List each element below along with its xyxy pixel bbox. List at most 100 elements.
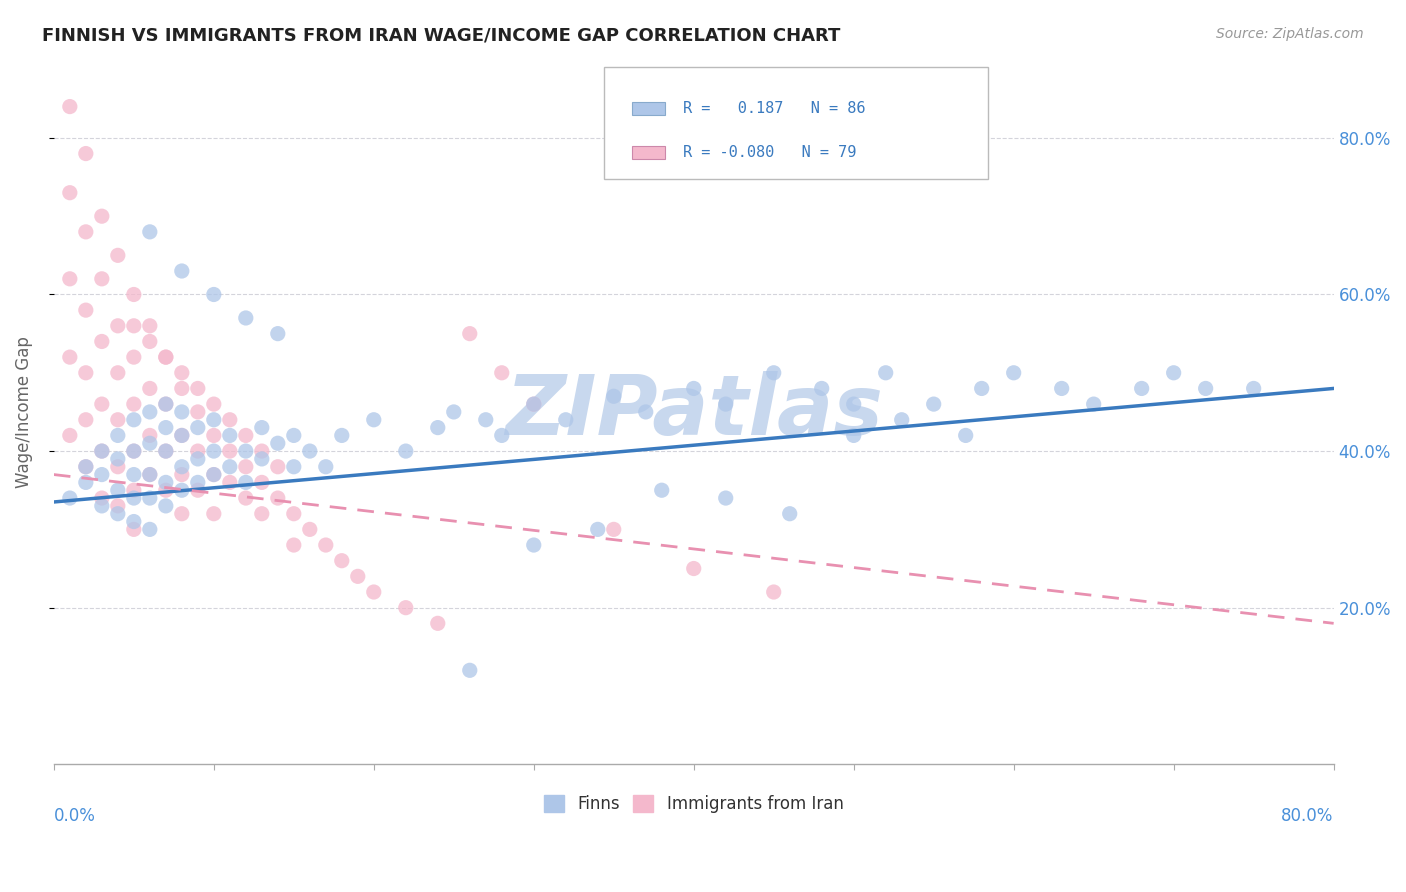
Point bbox=[603, 389, 626, 403]
Text: R =   0.187   N = 86: R = 0.187 N = 86 bbox=[683, 101, 866, 116]
Point bbox=[90, 209, 112, 223]
Point bbox=[330, 554, 353, 568]
Point bbox=[842, 397, 865, 411]
Point bbox=[267, 326, 290, 341]
Point bbox=[202, 444, 225, 458]
Point bbox=[810, 381, 832, 395]
Point bbox=[554, 413, 576, 427]
Point bbox=[139, 491, 162, 505]
Point bbox=[714, 397, 737, 411]
Point bbox=[75, 366, 97, 380]
Point bbox=[107, 366, 129, 380]
Point bbox=[267, 491, 290, 505]
Point bbox=[202, 507, 225, 521]
Point bbox=[187, 475, 209, 490]
Point bbox=[155, 499, 177, 513]
Point bbox=[875, 366, 897, 380]
Point bbox=[235, 491, 257, 505]
Point bbox=[75, 413, 97, 427]
Point bbox=[155, 444, 177, 458]
Point bbox=[443, 405, 465, 419]
Point bbox=[651, 483, 673, 498]
Text: R = -0.080   N = 79: R = -0.080 N = 79 bbox=[683, 145, 856, 161]
Point bbox=[170, 264, 193, 278]
Point bbox=[426, 420, 449, 434]
Point bbox=[1163, 366, 1185, 380]
Point bbox=[491, 366, 513, 380]
Point bbox=[107, 318, 129, 333]
Point bbox=[122, 444, 145, 458]
Point bbox=[218, 444, 240, 458]
Point bbox=[187, 483, 209, 498]
Point bbox=[155, 350, 177, 364]
Point bbox=[59, 428, 82, 442]
Point bbox=[187, 381, 209, 395]
Point bbox=[187, 444, 209, 458]
Point bbox=[75, 303, 97, 318]
Point bbox=[107, 499, 129, 513]
Point bbox=[122, 522, 145, 536]
Point bbox=[283, 428, 305, 442]
Point bbox=[298, 522, 321, 536]
Point bbox=[218, 413, 240, 427]
Point bbox=[107, 428, 129, 442]
Point bbox=[155, 475, 177, 490]
Point bbox=[139, 334, 162, 349]
Point bbox=[955, 428, 977, 442]
Point bbox=[122, 397, 145, 411]
Point bbox=[250, 475, 273, 490]
Point bbox=[187, 405, 209, 419]
Point bbox=[122, 491, 145, 505]
Point bbox=[202, 397, 225, 411]
Point bbox=[603, 522, 626, 536]
Point bbox=[122, 483, 145, 498]
Point bbox=[139, 467, 162, 482]
Point bbox=[779, 507, 801, 521]
FancyBboxPatch shape bbox=[605, 67, 988, 179]
Text: Source: ZipAtlas.com: Source: ZipAtlas.com bbox=[1216, 27, 1364, 41]
Point bbox=[90, 272, 112, 286]
Text: ZIPatlas: ZIPatlas bbox=[505, 371, 883, 452]
Point bbox=[395, 600, 418, 615]
Text: FINNISH VS IMMIGRANTS FROM IRAN WAGE/INCOME GAP CORRELATION CHART: FINNISH VS IMMIGRANTS FROM IRAN WAGE/INC… bbox=[42, 27, 841, 45]
Point bbox=[218, 475, 240, 490]
Point bbox=[315, 459, 337, 474]
Point bbox=[59, 99, 82, 113]
Point bbox=[139, 318, 162, 333]
Point bbox=[122, 413, 145, 427]
Point bbox=[458, 663, 481, 677]
Point bbox=[235, 428, 257, 442]
Point bbox=[682, 561, 704, 575]
Point bbox=[202, 467, 225, 482]
Point bbox=[235, 444, 257, 458]
Point bbox=[1243, 381, 1265, 395]
Point bbox=[155, 483, 177, 498]
Point bbox=[842, 428, 865, 442]
Point bbox=[122, 287, 145, 301]
Point bbox=[346, 569, 368, 583]
Point bbox=[218, 459, 240, 474]
Point bbox=[90, 491, 112, 505]
Point bbox=[762, 366, 785, 380]
Point bbox=[139, 381, 162, 395]
Point bbox=[491, 428, 513, 442]
Point bbox=[218, 428, 240, 442]
Point bbox=[107, 459, 129, 474]
Point bbox=[523, 397, 546, 411]
Point bbox=[90, 444, 112, 458]
Text: 0.0%: 0.0% bbox=[53, 806, 96, 824]
Point bbox=[170, 459, 193, 474]
Point bbox=[363, 413, 385, 427]
Point bbox=[139, 467, 162, 482]
Point bbox=[170, 366, 193, 380]
Point bbox=[139, 522, 162, 536]
Point bbox=[107, 413, 129, 427]
Point bbox=[235, 475, 257, 490]
Point bbox=[59, 186, 82, 200]
Point bbox=[139, 436, 162, 450]
Point bbox=[187, 451, 209, 466]
Point bbox=[523, 538, 546, 552]
Point bbox=[155, 420, 177, 434]
Point bbox=[202, 428, 225, 442]
Point bbox=[90, 334, 112, 349]
